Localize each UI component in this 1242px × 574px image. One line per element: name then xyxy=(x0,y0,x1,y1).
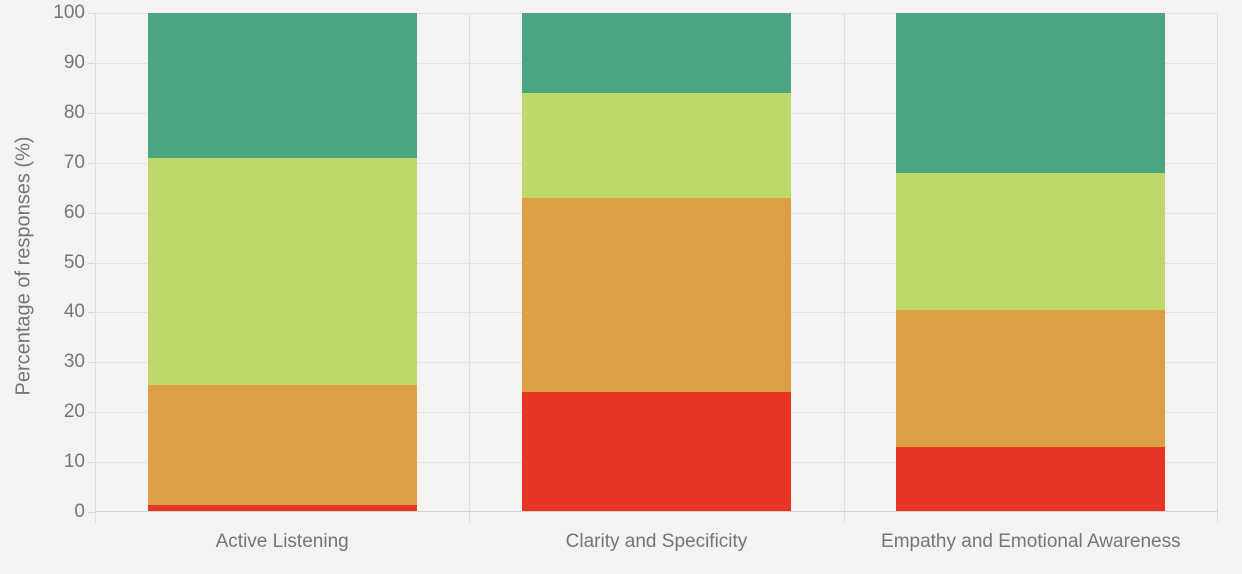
y-tick-mark xyxy=(88,63,95,64)
bar-segment-teal xyxy=(522,13,791,93)
y-tick-label: 0 xyxy=(74,501,85,522)
bar-segment-teal xyxy=(896,13,1165,173)
y-tick-label: 70 xyxy=(63,152,85,173)
x-gridline xyxy=(469,13,470,523)
y-tick-mark xyxy=(88,312,95,313)
bar-segment-yellow-green xyxy=(522,92,791,198)
x-gridline xyxy=(1217,13,1218,523)
x-axis-label: Clarity and Specificity xyxy=(565,531,748,552)
y-tick-label: 90 xyxy=(63,52,85,73)
bar-segment-teal xyxy=(148,13,417,158)
bar-segment-red xyxy=(522,392,791,512)
y-tick-label: 40 xyxy=(63,301,85,322)
y-tick-label: 80 xyxy=(63,102,85,123)
bar-segment-orange xyxy=(148,384,417,505)
plot-area xyxy=(95,13,1218,523)
bar-segment-red xyxy=(148,504,417,512)
bar-segment-red xyxy=(896,447,1165,512)
y-tick-mark xyxy=(88,113,95,114)
y-tick-mark xyxy=(88,462,95,463)
y-tick-mark xyxy=(88,412,95,413)
x-axis-line xyxy=(95,511,1218,512)
y-tick-mark xyxy=(88,263,95,264)
y-tick-mark xyxy=(88,13,95,14)
x-axis-label: Empathy and Emotional Awareness xyxy=(881,531,1181,552)
y-tick-label: 50 xyxy=(63,252,85,273)
y-tick-label: 100 xyxy=(53,2,85,23)
bar-segment-yellow-green xyxy=(148,157,417,385)
bar-segment-yellow-green xyxy=(896,172,1165,310)
x-gridline xyxy=(844,13,845,523)
y-tick-label: 60 xyxy=(63,202,85,223)
y-tick-label: 10 xyxy=(63,451,85,472)
bar-segment-orange xyxy=(522,197,791,393)
y-tick-mark xyxy=(88,362,95,363)
y-tick-mark xyxy=(88,163,95,164)
x-axis-label: Active Listening xyxy=(215,531,349,552)
y-tick-label: 20 xyxy=(63,401,85,422)
y-tick-mark xyxy=(88,512,95,513)
y-tick-mark xyxy=(88,213,95,214)
y-axis-line xyxy=(95,13,96,523)
bar-segment-orange xyxy=(896,309,1165,448)
y-tick-label: 30 xyxy=(63,351,85,372)
